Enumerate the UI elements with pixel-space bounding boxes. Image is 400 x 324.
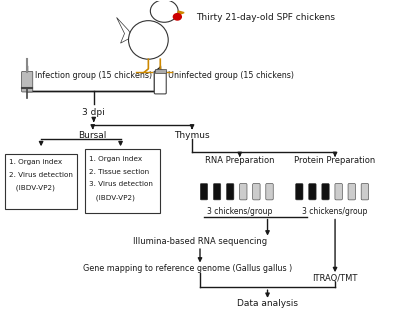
Text: Bursal: Bursal bbox=[78, 131, 107, 140]
FancyBboxPatch shape bbox=[85, 149, 160, 214]
FancyBboxPatch shape bbox=[309, 183, 316, 200]
Ellipse shape bbox=[131, 28, 158, 46]
Text: ITRAQ/TMT: ITRAQ/TMT bbox=[312, 274, 358, 283]
Polygon shape bbox=[116, 17, 132, 43]
Bar bbox=[155, 69, 166, 73]
Text: Protein Preparation: Protein Preparation bbox=[294, 156, 376, 165]
FancyBboxPatch shape bbox=[5, 154, 77, 209]
FancyBboxPatch shape bbox=[322, 183, 329, 200]
FancyBboxPatch shape bbox=[200, 183, 208, 200]
FancyBboxPatch shape bbox=[296, 183, 303, 200]
Text: 2. Virus detection: 2. Virus detection bbox=[9, 172, 73, 178]
Text: 3 dpi: 3 dpi bbox=[82, 108, 105, 117]
Circle shape bbox=[173, 14, 181, 20]
Text: Thirty 21-day-old SPF chickens: Thirty 21-day-old SPF chickens bbox=[196, 13, 335, 22]
Text: (IBDV-VP2): (IBDV-VP2) bbox=[89, 194, 135, 201]
Text: Uninfected group (15 chickens): Uninfected group (15 chickens) bbox=[168, 71, 294, 80]
Text: Gene mapping to reference genome (Gallus gallus ): Gene mapping to reference genome (Gallus… bbox=[84, 264, 293, 273]
FancyBboxPatch shape bbox=[240, 183, 247, 200]
Text: Illumina-based RNA sequencing: Illumina-based RNA sequencing bbox=[133, 237, 267, 246]
Polygon shape bbox=[178, 11, 184, 15]
FancyBboxPatch shape bbox=[213, 183, 221, 200]
FancyBboxPatch shape bbox=[348, 183, 356, 200]
Text: 2. Tissue section: 2. Tissue section bbox=[89, 168, 149, 175]
Text: (IBDV-VP2): (IBDV-VP2) bbox=[9, 184, 55, 191]
Text: 1. Organ index: 1. Organ index bbox=[89, 156, 142, 162]
FancyBboxPatch shape bbox=[335, 183, 342, 200]
FancyBboxPatch shape bbox=[226, 183, 234, 200]
FancyBboxPatch shape bbox=[154, 71, 166, 94]
FancyBboxPatch shape bbox=[266, 183, 273, 200]
FancyBboxPatch shape bbox=[253, 183, 260, 200]
Circle shape bbox=[150, 0, 178, 22]
Ellipse shape bbox=[128, 21, 168, 59]
Text: 3. Virus detection: 3. Virus detection bbox=[89, 181, 153, 188]
FancyBboxPatch shape bbox=[361, 183, 368, 200]
Text: Data analysis: Data analysis bbox=[237, 299, 298, 308]
FancyBboxPatch shape bbox=[22, 71, 33, 92]
Text: 1. Organ index: 1. Organ index bbox=[9, 159, 62, 165]
Text: RNA Preparation: RNA Preparation bbox=[205, 156, 274, 165]
Text: Thymus: Thymus bbox=[174, 131, 210, 140]
Text: Infection group (15 chickens): Infection group (15 chickens) bbox=[35, 71, 152, 80]
Text: 3 chickens/group: 3 chickens/group bbox=[207, 207, 272, 216]
Text: 3 chickens/group: 3 chickens/group bbox=[302, 207, 368, 216]
